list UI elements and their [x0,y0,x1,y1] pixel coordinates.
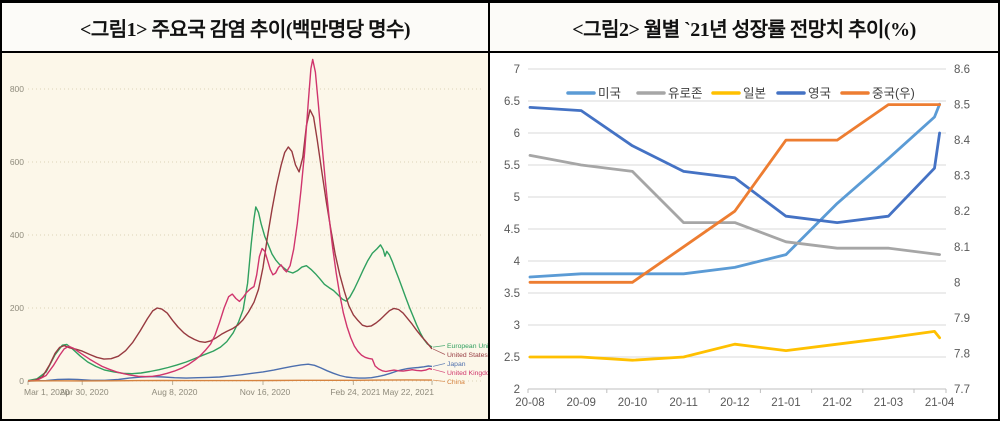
svg-text:Mar 1, 2020: Mar 1, 2020 [24,387,70,397]
svg-text:2: 2 [514,384,520,396]
svg-text:영국: 영국 [808,87,831,101]
svg-text:7.9: 7.9 [954,313,970,325]
svg-text:8.3: 8.3 [954,171,970,183]
svg-text:8.4: 8.4 [954,135,971,147]
svg-text:3: 3 [514,320,520,332]
svg-text:Nov 16, 2020: Nov 16, 2020 [240,387,291,397]
svg-text:0: 0 [19,376,24,386]
svg-text:Feb 24, 2021: Feb 24, 2021 [330,387,380,397]
svg-text:6.5: 6.5 [504,96,520,108]
svg-text:European Union: European Union [447,343,488,350]
svg-text:200: 200 [10,303,24,313]
svg-text:20-08: 20-08 [515,397,544,409]
svg-text:21-01: 21-01 [771,397,800,409]
svg-text:21-02: 21-02 [822,397,851,409]
svg-text:8.6: 8.6 [954,64,970,76]
svg-text:800: 800 [10,84,24,94]
svg-text:7.7: 7.7 [954,384,970,396]
svg-text:미국: 미국 [598,87,621,101]
svg-text:United Kingdom: United Kingdom [447,370,488,377]
svg-text:8: 8 [954,277,960,289]
svg-text:6: 6 [514,128,520,140]
svg-text:8.2: 8.2 [954,206,970,218]
panel-figure1: <그림1> 주요국 감염 추이(백만명당 명수) 0 200 400 600 800 Ma… [2,3,490,419]
svg-text:United States: United States [447,352,488,359]
svg-text:400: 400 [10,230,24,240]
figure2-line-chart: 2 2.5 3 3.5 4 4.5 5 5.5 6 6.5 7 7.7 7.8 7.9 8 8.1 8.2 8.3… [504,64,971,409]
svg-text:21-04: 21-04 [925,397,955,409]
svg-text:20-12: 20-12 [720,397,749,409]
svg-text:유로존: 유로존 [668,87,703,101]
svg-text:20-09: 20-09 [566,397,595,409]
svg-text:20-10: 20-10 [618,397,647,409]
svg-text:3.5: 3.5 [504,288,520,300]
svg-text:8.1: 8.1 [954,242,970,254]
svg-text:China: China [447,379,465,386]
figure2-chart-area: 2 2.5 3 3.5 4 4.5 5 5.5 6 6.5 7 7.7 7.8 7.9 8 8.1 8.2 8.3… [490,53,998,419]
svg-text:7.8: 7.8 [954,348,970,360]
svg-text:중국(우): 중국(우) [872,87,915,101]
svg-text:4: 4 [514,256,521,268]
svg-text:5: 5 [514,192,520,204]
svg-text:5.5: 5.5 [504,160,520,172]
svg-text:20-11: 20-11 [669,397,698,409]
panel-figure2: <그림2> 월별 `21년 성장률 전망치 추이(%) 2 2.5 3 3.5 4 4.5… [490,3,998,419]
figure2-title: <그림2> 월별 `21년 성장률 전망치 추이(%) [490,3,998,53]
svg-text:4.5: 4.5 [504,224,520,236]
figure1-title: <그림1> 주요국 감염 추이(백만명당 명수) [2,3,488,53]
svg-text:May 22, 2021: May 22, 2021 [382,387,434,397]
svg-text:Japan: Japan [447,361,466,368]
svg-text:21-03: 21-03 [874,397,903,409]
figure1-chart-area: 0 200 400 600 800 Mar 1, 2020 Apr 30, 2020 Aug … [2,53,488,419]
svg-text:600: 600 [10,157,24,167]
svg-text:7: 7 [514,64,520,76]
svg-text:Apr 30, 2020: Apr 30, 2020 [60,387,109,397]
svg-text:일본: 일본 [743,87,766,101]
svg-text:Aug 8, 2020: Aug 8, 2020 [152,387,198,397]
svg-text:8.5: 8.5 [954,100,970,112]
svg-text:2.5: 2.5 [504,352,520,364]
